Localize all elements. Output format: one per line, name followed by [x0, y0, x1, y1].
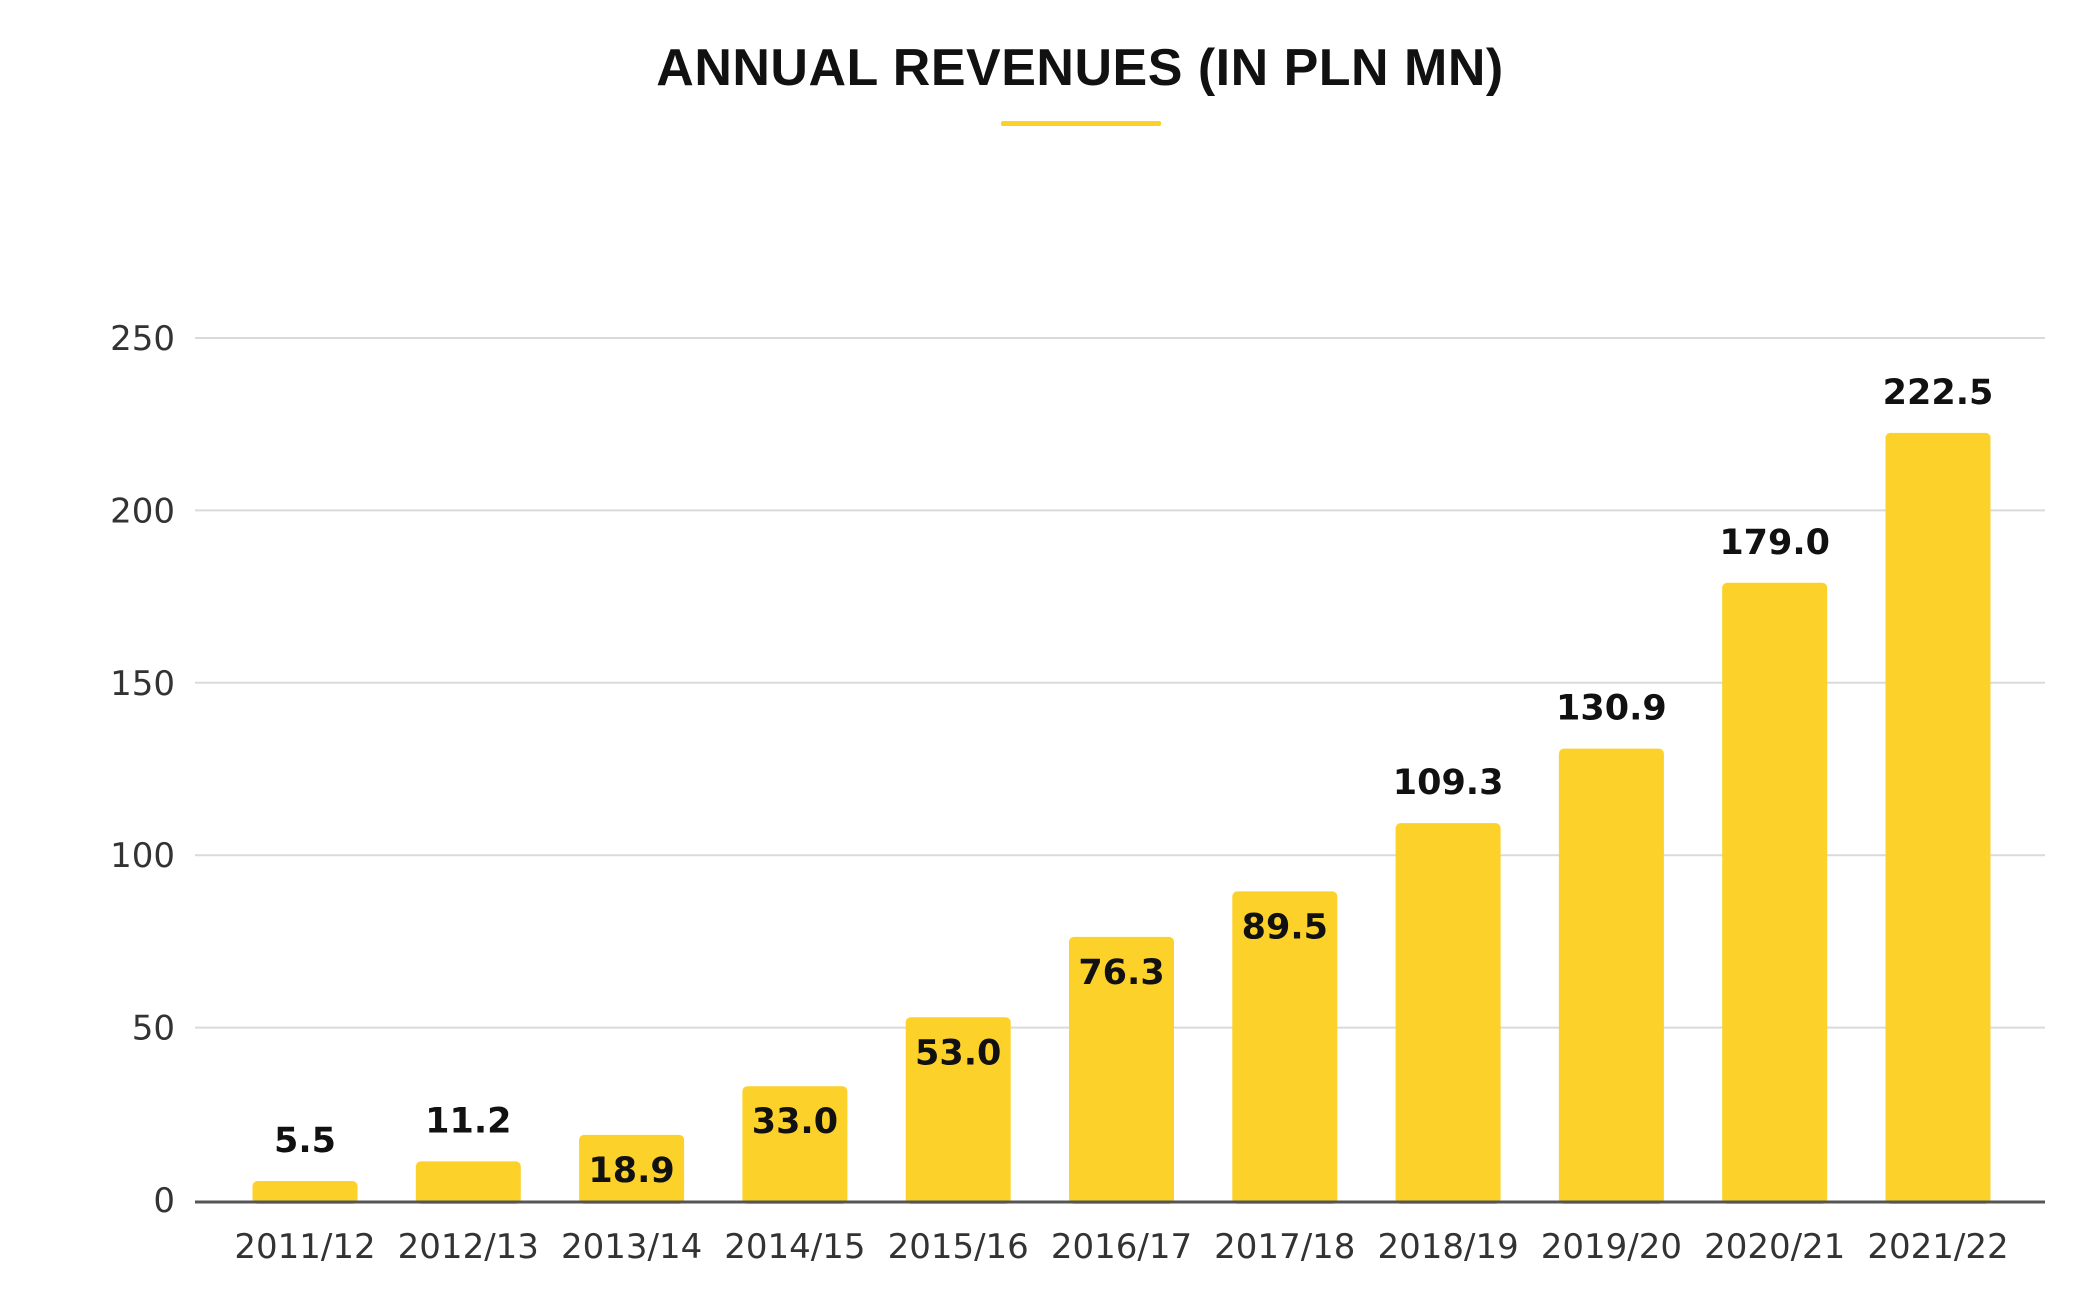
bar-data-label: 76.3 — [1078, 953, 1164, 993]
bar-2013-14 — [579, 1134, 685, 1204]
y-tick-label: 200 — [110, 491, 175, 531]
x-tick-label: 2021/22 — [1867, 1227, 2008, 1267]
bar-2014-15 — [742, 1086, 848, 1204]
bars — [252, 432, 1991, 1204]
bar-2019-20 — [1558, 748, 1664, 1204]
bar-2011-12 — [252, 1181, 358, 1204]
x-tick-label: 2019/20 — [1541, 1227, 1682, 1267]
bar-data-label: 109.3 — [1393, 763, 1504, 803]
y-tick-label: 0 — [153, 1181, 175, 1221]
bar-data-label: 222.5 — [1883, 373, 1994, 413]
x-tick-label: 2017/18 — [1214, 1227, 1355, 1267]
bar-data-label: 179.0 — [1719, 523, 1830, 563]
chart-title: ANNUAL REVENUES (IN PLN MN) — [656, 39, 1504, 97]
x-tick-label: 2012/13 — [398, 1227, 539, 1267]
y-tick-label: 50 — [132, 1009, 175, 1049]
x-tick-label: 2011/12 — [234, 1227, 375, 1267]
bar-data-label: 18.9 — [588, 1151, 674, 1191]
x-tick-label: 2015/16 — [888, 1227, 1029, 1267]
title-underline — [1001, 121, 1161, 126]
bar-data-label: 130.9 — [1556, 689, 1667, 729]
bar-2012-13 — [415, 1161, 521, 1204]
x-tick-label: 2020/21 — [1704, 1227, 1845, 1267]
y-axis-ticks: 0 50 100 150 200 250 — [110, 319, 175, 1221]
bar-data-label: 89.5 — [1242, 907, 1328, 947]
bar-data-label: 53.0 — [915, 1033, 1001, 1073]
bar-data-label: 11.2 — [425, 1101, 511, 1141]
x-tick-label: 2013/14 — [561, 1227, 702, 1267]
x-tick-label: 2016/17 — [1051, 1227, 1192, 1267]
y-tick-label: 250 — [110, 319, 175, 359]
bar-data-labels: 5.5 11.2 18.9 33.0 53.0 76.3 89.5 109.3 130.9 179… — [274, 373, 1993, 1191]
bar-2017-18 — [1232, 891, 1338, 1204]
bar-2016-17 — [1069, 936, 1174, 1204]
bar-data-label: 5.5 — [274, 1121, 336, 1161]
bar-data-label: 33.0 — [752, 1102, 838, 1142]
bar-2021-22 — [1885, 432, 1991, 1204]
x-tick-label: 2014/15 — [724, 1227, 865, 1267]
x-tick-label: 2018/19 — [1377, 1227, 1518, 1267]
x-axis-ticks: 2011/12 2012/13 2013/14 2014/15 2015/16 2016/… — [234, 1227, 2008, 1267]
bar-2020-21 — [1722, 582, 1828, 1204]
y-tick-label: 150 — [110, 664, 175, 704]
y-tick-label: 100 — [110, 836, 175, 876]
bar-2018-19 — [1395, 823, 1501, 1204]
bar-2015-16 — [905, 1017, 1011, 1204]
